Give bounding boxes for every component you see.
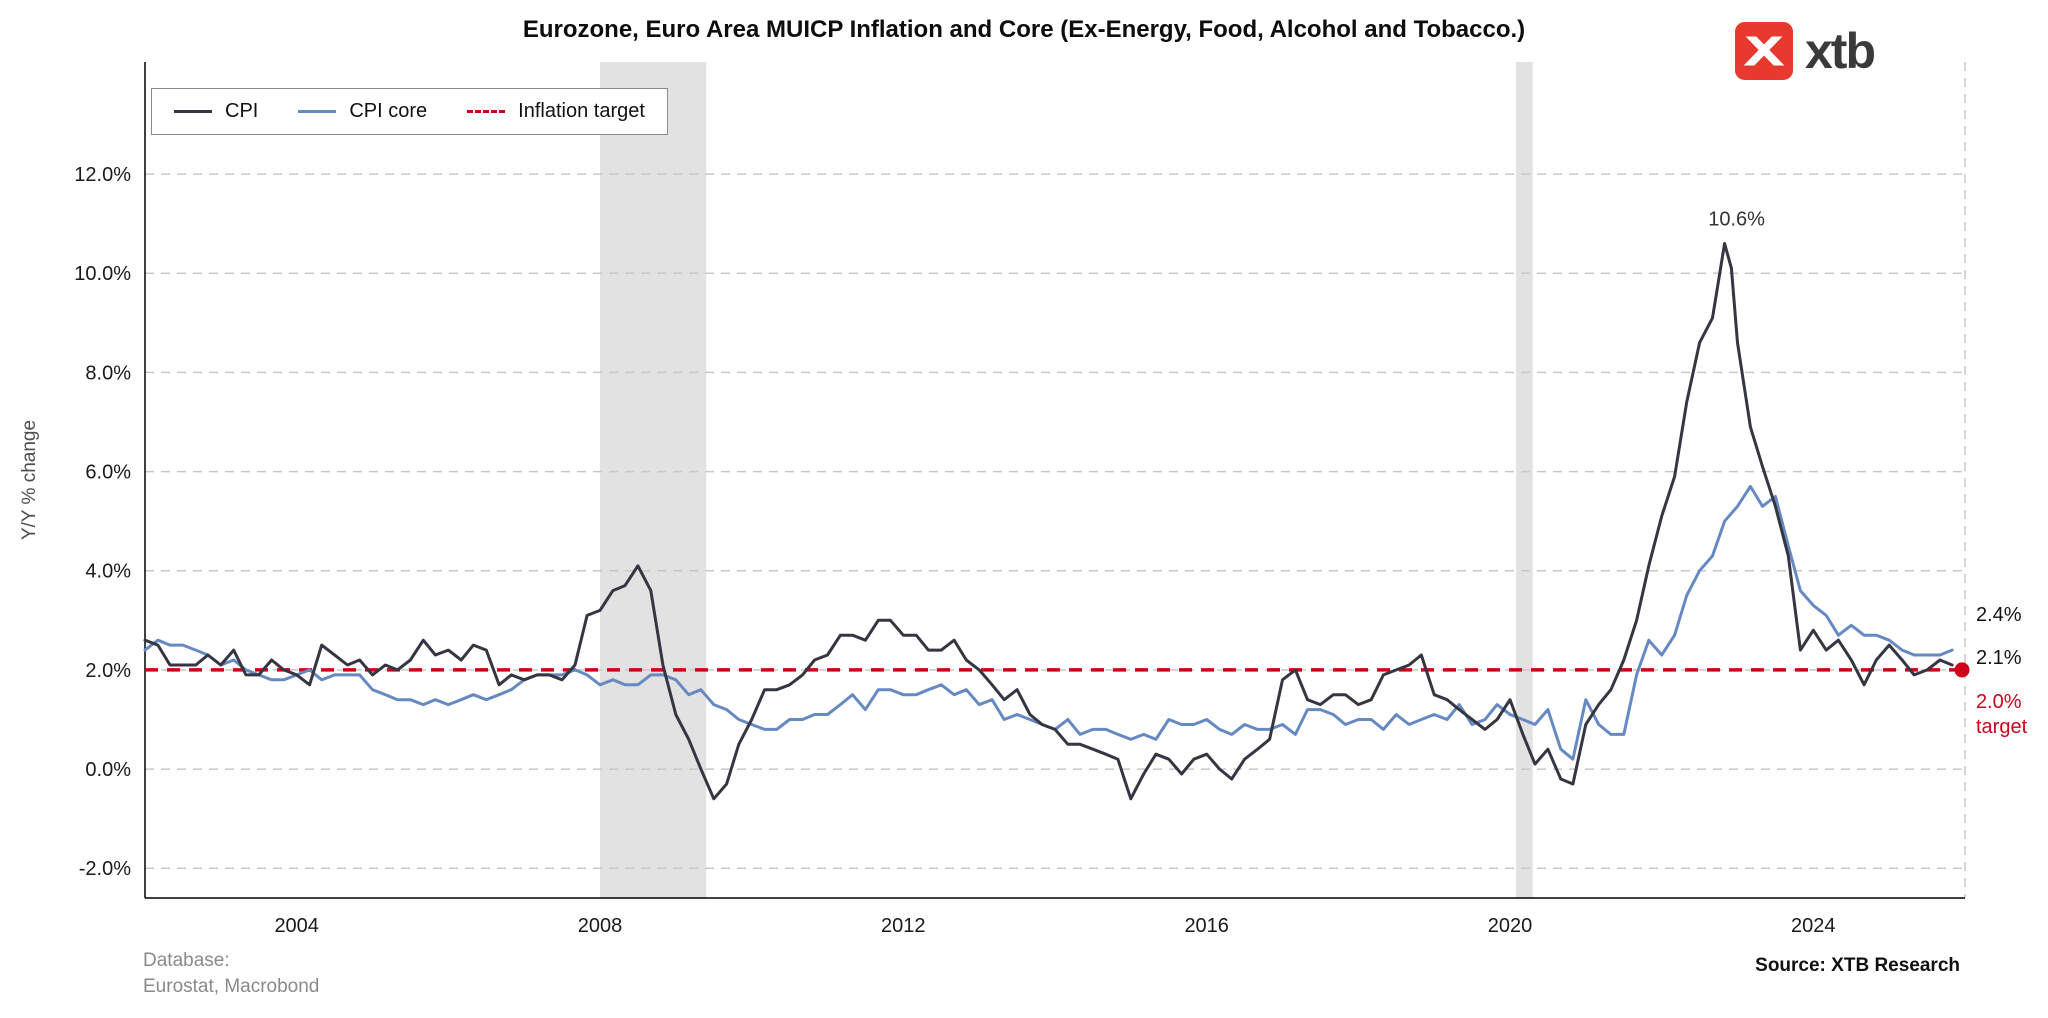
cpi-line-swatch [174,110,212,113]
recession-band [600,62,707,898]
peak-annotation: 10.6% [1708,209,1765,231]
target-end-label-value: 2.0% [1976,691,2022,713]
target-end-label: 2.0% target [1976,690,2027,740]
target-end-label-word: target [1976,716,2028,738]
target-endpoint-dot [1954,662,1970,678]
legend-item-inflation-target: Inflation target [467,100,645,123]
x-tick-label: 2016 [1184,915,1229,937]
cpi-core-end-label: 2.4% [1976,604,2022,626]
cpi-end-label: 2.1% [1976,647,2022,669]
y-tick-label: 8.0% [85,362,131,384]
legend-item-cpi-core: CPI core [298,100,427,123]
y-tick-label: 0.0% [85,759,131,781]
source-note: Source: XTB Research [1755,955,1960,976]
y-tick-label: 6.0% [85,462,131,484]
legend-label-inflation-target: Inflation target [518,100,645,122]
legend: CPI CPI core Inflation target [151,88,668,135]
y-tick-label: 4.0% [85,561,131,583]
database-source: Eurostat, Macrobond [143,975,320,997]
xtb-logo: xtb [1735,22,1876,80]
x-tick-label: 2012 [881,915,926,937]
inflation-target-line-swatch [467,110,506,113]
y-tick-label: 10.0% [74,263,131,285]
x-tick-label: 2004 [274,915,319,937]
legend-item-cpi: CPI [174,100,258,123]
recession-band [1516,62,1533,898]
x-tick-label: 2024 [1791,915,1836,937]
database-note: Database: Eurostat, Macrobond [143,948,319,999]
cpi-core-line [143,484,1954,761]
cpi-line [143,242,1954,801]
legend-label-cpi-core: CPI core [349,100,428,122]
y-tick-label: -2.0% [79,858,131,880]
x-tick-label: 2020 [1488,915,1533,937]
y-tick-label: 12.0% [74,164,131,186]
x-tick-label: 2008 [578,915,623,937]
cpi-core-line-swatch [298,110,337,113]
chart-title: Eurozone, Euro Area MUICP Inflation and … [522,16,1526,43]
xtb-logo-icon [1735,22,1793,80]
y-tick-label: 2.0% [85,660,131,682]
legend-label-cpi: CPI [225,100,259,122]
xtb-logo-text: xtb [1805,23,1876,79]
database-label: Database: [143,950,230,971]
